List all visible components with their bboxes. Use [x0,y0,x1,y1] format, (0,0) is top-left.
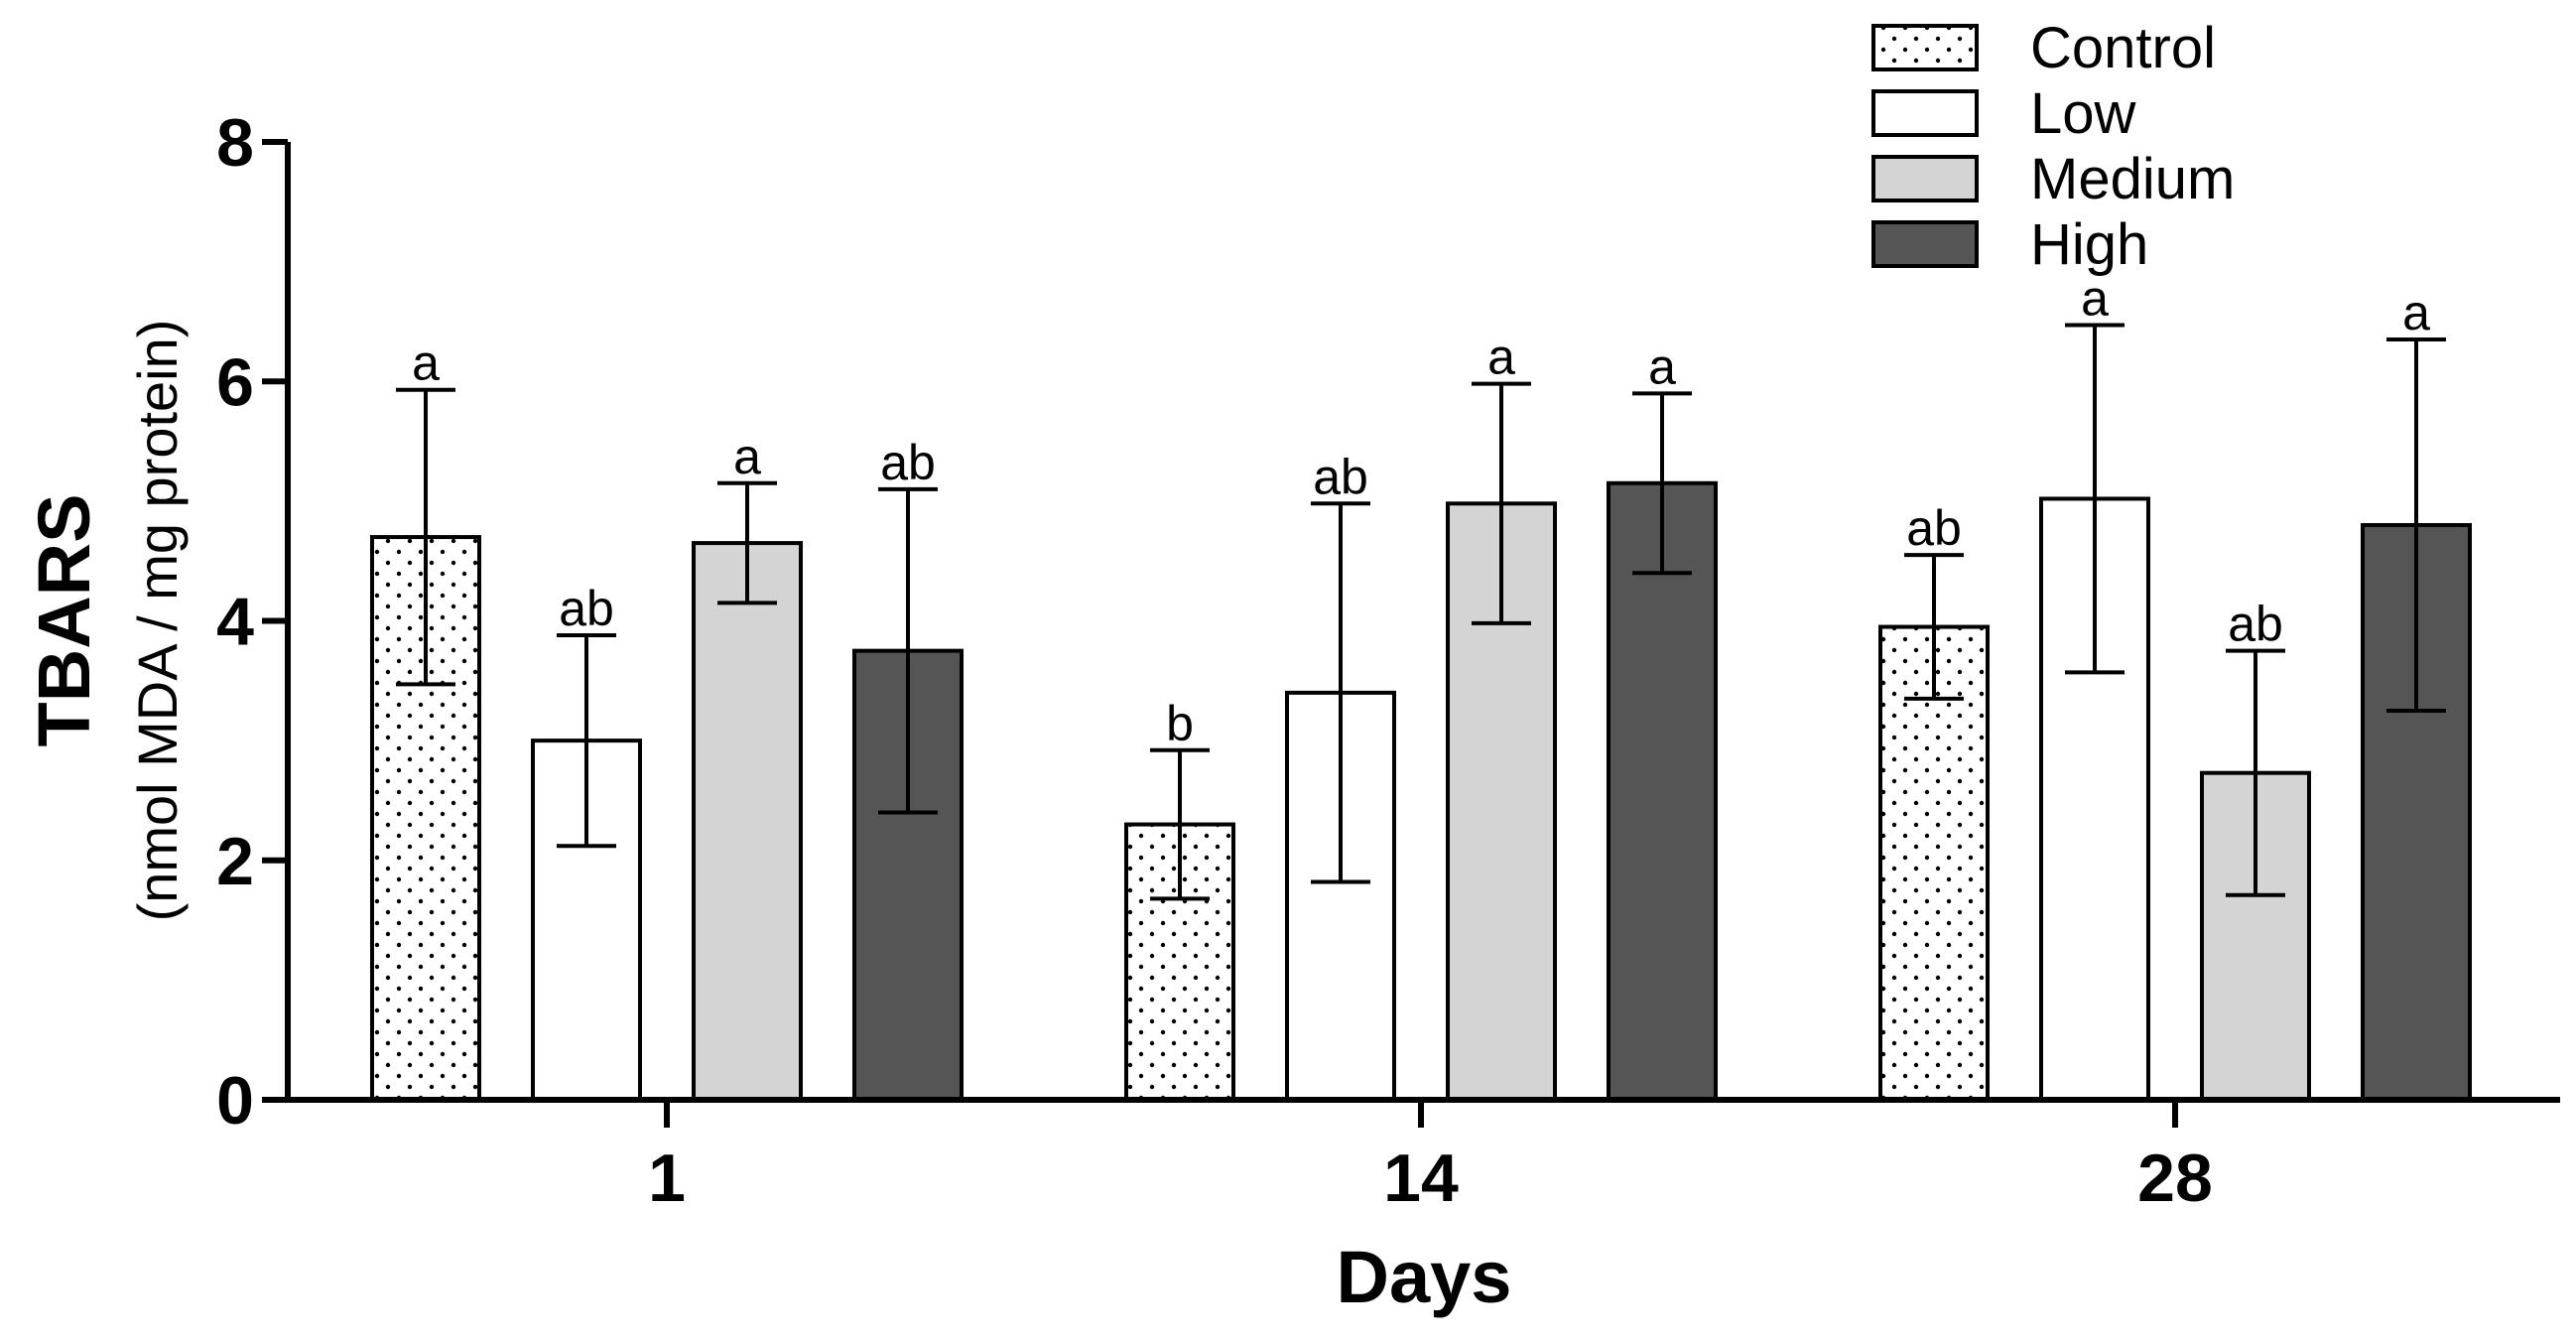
significance-label-control-day-1: a [412,336,440,391]
error-bars-layer [396,323,2446,901]
significance-label-medium-day-14: a [1487,330,1515,385]
significance-label-control-day-14: b [1166,696,1194,751]
significance-label-medium-day-1: a [733,429,761,484]
bar-high-day-14 [1607,480,1718,1102]
significance-label-low-day-28: a [2081,271,2109,327]
significance-label-high-day-28: a [2402,285,2430,340]
legend-swatch-low [1871,89,1979,137]
x-tick-label-1: 1 [648,1141,686,1216]
legend-swatch-high [1871,220,1979,268]
significance-label-high-day-14: a [1648,338,1676,394]
legend-label-control: Control [2030,16,2216,80]
y-tick-label-0: 0 [216,1063,254,1139]
bars-layer [370,480,2472,1103]
legend-swatch-medium [1871,155,1979,202]
y-tick-label-6: 6 [216,344,254,420]
legend-label-low: Low [2030,81,2137,146]
legend-label-medium: Medium [2030,147,2235,211]
y-axis-title: TBARS [23,494,105,747]
legend-swatch-control [1871,24,1979,71]
y-tick-label-2: 2 [216,824,254,899]
y-tick-label-8: 8 [216,105,254,181]
x-axis-title: Days [1337,1236,1512,1318]
significance-label-low-day-1: ab [559,581,614,636]
bar-control-day-14 [1124,822,1235,1102]
significance-label-low-day-14: ab [1313,449,1368,504]
axes-layer: 0 2 4 6 8 1 14 28 [216,105,2560,1216]
significance-label-medium-day-28: ab [2228,597,2283,652]
x-tick-label-14: 14 [1383,1141,1459,1216]
significance-labels-layer: a ab a ab b ab a a ab a ab a [412,271,2430,751]
bar-medium-day-1 [692,541,803,1102]
y-tick-label-4: 4 [216,585,254,660]
legend-label-high: High [2030,212,2148,277]
y-axis-subtitle: (nmol MDA / mg protein) [126,320,189,922]
x-tick-label-28: 28 [2137,1141,2213,1216]
significance-label-high-day-1: ab [880,435,936,490]
significance-label-control-day-28: ab [1906,500,1962,556]
